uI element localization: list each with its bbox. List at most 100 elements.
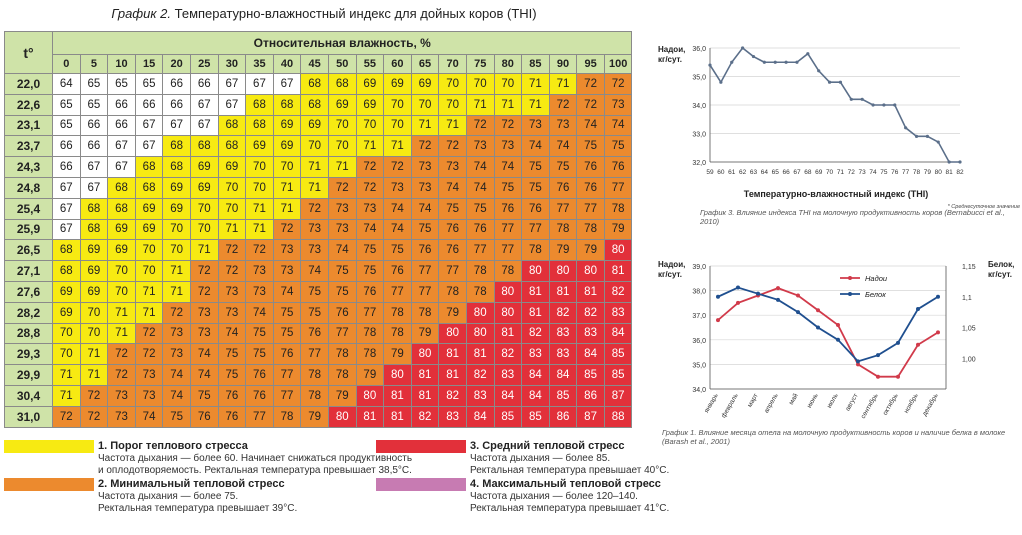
thi-cell: 71 [245, 218, 274, 241]
thi-cell: 71 [272, 197, 302, 220]
chart3-point [741, 46, 745, 50]
thi-cell: 70 [189, 197, 219, 220]
thi-cell: 70 [134, 239, 164, 262]
legend-description: Ректальная температура превышает 39°С. [98, 503, 298, 514]
thi-cell: 71 [465, 93, 495, 116]
thi-cell: 70 [438, 73, 467, 95]
temperature-cell: 27,6 [4, 280, 53, 303]
thi-cell: 81 [355, 405, 385, 428]
thi-cell: 75 [300, 280, 329, 303]
thi-cell: 70 [272, 156, 302, 178]
legend-description: Частота дыхания — более 85. [470, 452, 611, 464]
legend-title: 1. Порог теплового стресса [98, 440, 248, 452]
thi-cell: 68 [134, 156, 164, 178]
thi-cell: 75 [217, 364, 247, 386]
temperature-cell: 26,5 [4, 239, 53, 262]
thi-cell: 84 [548, 364, 578, 386]
thi-cell: 68 [107, 197, 136, 220]
thi-cell: 82 [438, 384, 467, 407]
chart1-ylabel-left-line1: Надои, [658, 260, 685, 269]
thi-cell: 72 [355, 156, 385, 178]
thi-cell: 70 [79, 301, 109, 324]
thi-cell: 73 [603, 93, 633, 116]
chart1-xtick-label: сентябрь [859, 391, 880, 419]
chart3-point [827, 80, 832, 84]
thi-cell: 77 [521, 218, 550, 241]
chart3-xtick-label: 67 [793, 169, 801, 176]
thi-cell: 74 [189, 364, 219, 386]
chart1-point [876, 353, 880, 358]
table-row: 27,1 68 69 70 70 71 72 72 73 73 74 75 75 76 77 77 78 78 80… [4, 260, 633, 282]
thi-cell: 85 [603, 364, 633, 386]
humidity-header: 5 [79, 54, 109, 74]
thi-cell: 71 [410, 114, 440, 137]
thi-cell: 70 [465, 73, 495, 95]
thi-cell: 75 [521, 156, 550, 178]
chart1-ylabel-right-line1: Белок, [988, 260, 1014, 269]
thi-cell: 75 [576, 135, 605, 158]
thi-cell: 72 [134, 322, 164, 345]
temperature-cell: 22,6 [4, 93, 53, 116]
chart1-point [736, 300, 740, 305]
thi-cell: 74 [465, 156, 495, 178]
thi-cell: 74 [300, 260, 329, 282]
thi-cell: 79 [576, 239, 605, 262]
thi-cell: 69 [79, 260, 109, 282]
thi-cell: 86 [548, 405, 578, 428]
thi-cell: 71 [272, 176, 302, 199]
thi-cell: 73 [272, 260, 302, 282]
thi-cell: 88 [603, 405, 633, 428]
thi-cell: 67 [272, 73, 302, 95]
thi-cell: 77 [355, 301, 385, 324]
thi-cell: 78 [355, 322, 385, 345]
thi-cell: 73 [410, 156, 440, 178]
thi-cell: 80 [465, 301, 495, 324]
table-row: 23,7 66 66 67 67 68 68 68 69 69 70 70 71 71 72 72 73 73 74… [4, 135, 633, 158]
chart1-point [716, 294, 720, 299]
thi-cell: 69 [272, 135, 302, 158]
humidity-header: 100 [603, 54, 633, 74]
chart3-xtick-label: 72 [848, 169, 856, 176]
thi-cell: 72 [189, 280, 219, 303]
humidity-header: 70 [438, 54, 467, 74]
thi-cell: 69 [355, 73, 385, 95]
chart1-point [776, 297, 780, 302]
thi-cell: 66 [162, 73, 191, 95]
chart1-point [896, 340, 900, 345]
thi-cell: 78 [548, 218, 578, 241]
temperature-cell: 28,2 [4, 301, 53, 324]
thi-cell: 74 [355, 218, 385, 241]
chart1-point [936, 330, 940, 335]
thi-cell: 70 [355, 114, 385, 137]
thi-cell: 86 [576, 384, 605, 407]
thi-cell: 76 [355, 280, 385, 303]
thi-cell: 67 [79, 176, 109, 199]
chart3-xtick-label: 76 [891, 169, 899, 176]
chart1-y-ticks-left: 34,0 35,0 36,0 37,0 38,0 39,0 [692, 264, 706, 394]
thi-cell: 75 [162, 405, 191, 428]
chart3-note: * Среднесуточное значение [948, 204, 1020, 210]
thi-cell: 80 [576, 260, 605, 282]
chart1-point [816, 325, 820, 330]
thi-cell: 81 [521, 301, 550, 324]
thi-cell: 72 [189, 260, 219, 282]
chart1-point [756, 291, 760, 296]
thi-cell: 69 [383, 73, 412, 95]
thi-milk-yield-chart: 32,033,034,035,036,0 59 60 61 62 63 64 65 66 67 6… [658, 45, 1020, 210]
thi-cell: 75 [603, 135, 633, 158]
thi-cell: 72 [217, 260, 247, 282]
table-row: 25,4 67 68 68 69 69 70 70 71 71 72 73 73 74 74 75 75 76 76… [4, 197, 633, 220]
thi-cell: 80 [493, 301, 523, 324]
thi-cell: 69 [162, 197, 191, 220]
thi-cell: 76 [548, 176, 578, 199]
chart1-series-line-0 [717, 287, 939, 378]
thi-cell: 66 [79, 135, 109, 158]
chart3-x-ticks: 59 60 61 62 63 64 65 66 67 68 69 70 71 72 73 74 75 76 77 78… [706, 169, 964, 176]
thi-cell: 80 [438, 322, 467, 345]
thi-cell: 67 [52, 197, 81, 220]
thi-cell: 74 [410, 197, 440, 220]
thi-cell: 70 [162, 239, 191, 262]
thi-cell: 70 [410, 93, 440, 116]
chart3-xlabel: Температурно-влажностный индекс (THI) [744, 189, 928, 199]
chart3-point [773, 60, 777, 64]
